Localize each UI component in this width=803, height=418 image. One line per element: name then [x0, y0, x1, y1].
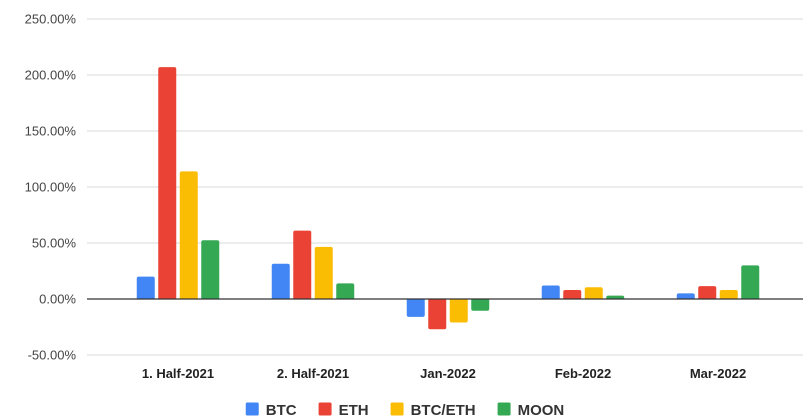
legend-swatch-moon	[497, 402, 511, 416]
bar-moon-4	[741, 265, 760, 299]
legend-swatch-eth	[318, 402, 332, 416]
bar-btc-eth-0	[179, 171, 198, 299]
legend-label-btc-eth: BTC/ETH	[411, 402, 476, 418]
legend: BTC ETH BTC/ETH MOON	[245, 402, 565, 418]
legend-label-btc: BTC	[266, 402, 297, 418]
bar-btc-eth-3	[584, 287, 603, 299]
legend-swatch-btc	[245, 402, 259, 416]
bar-moon-0	[201, 240, 220, 299]
y-tick-label: -50.00%	[28, 348, 77, 363]
x-tick-label: Feb-2022	[555, 366, 611, 381]
x-axis-ticks: 1. Half-2021 2. Half-2021 Jan-2022 Feb-2022…	[142, 366, 746, 381]
bar-moon-2	[471, 299, 490, 311]
bar-btc-eth-1	[314, 246, 333, 299]
x-tick-label: Jan-2022	[420, 366, 476, 381]
y-tick-label: 250.00%	[25, 12, 77, 27]
y-axis-ticks: 250.00% 200.00% 150.00% 100.00% 50.00% 0.00% -…	[25, 12, 77, 363]
bar-btc-4	[676, 293, 695, 299]
x-tick-label: 2. Half-2021	[277, 366, 349, 381]
y-tick-label: 100.00%	[25, 180, 77, 195]
bar-btc-2	[406, 299, 425, 317]
bars	[136, 67, 760, 330]
legend-swatch-btc-eth	[390, 402, 404, 416]
bar-btc-eth-2	[449, 299, 468, 323]
y-tick-label: 50.00%	[32, 236, 77, 251]
bar-moon-3	[606, 295, 625, 299]
legend-label-eth: ETH	[339, 402, 369, 418]
y-tick-label: 200.00%	[25, 68, 77, 83]
bar-btc-3	[541, 285, 560, 299]
bar-eth-0	[158, 67, 177, 299]
y-tick-label: 0.00%	[39, 292, 76, 307]
bar-btc-1	[271, 263, 290, 299]
bar-moon-1	[336, 283, 355, 299]
bar-eth-2	[428, 299, 447, 330]
bar-btc-0	[136, 276, 155, 299]
x-tick-label: 1. Half-2021	[142, 366, 214, 381]
bar-eth-1	[293, 230, 312, 299]
x-tick-label: Mar-2022	[690, 366, 746, 381]
legend-label-moon: MOON	[518, 402, 565, 418]
bar-eth-3	[563, 290, 582, 299]
y-tick-label: 150.00%	[25, 124, 77, 139]
bar-btc-eth-4	[719, 290, 738, 299]
bar-eth-4	[698, 286, 717, 299]
